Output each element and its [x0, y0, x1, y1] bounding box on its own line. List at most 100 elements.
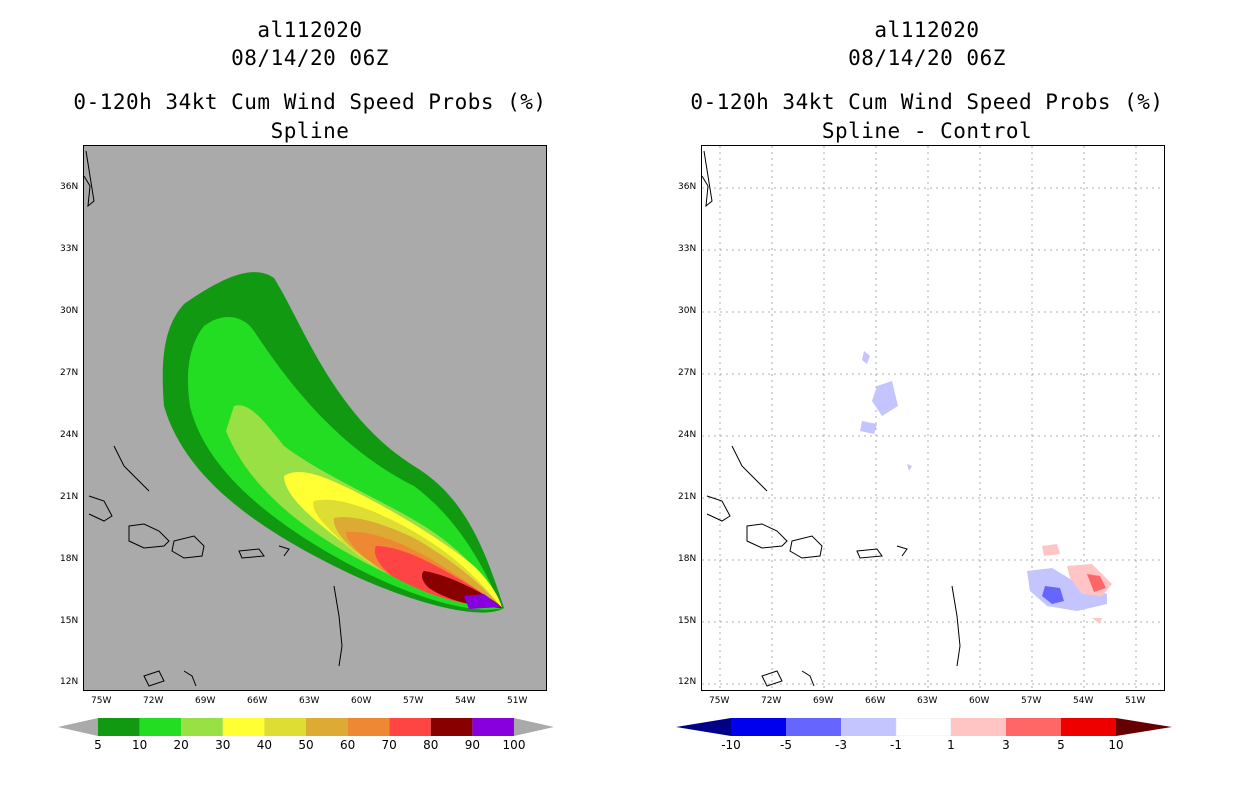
right-cb-label-neg3: -3: [835, 738, 847, 752]
diff-positive-1: [1042, 544, 1060, 556]
left-lon-54: 54W: [455, 696, 476, 706]
left-cbar-seg-8: [430, 718, 473, 736]
diff-positive-4: [1092, 618, 1102, 624]
left-product-title: 0-120h 34kt Cum Wind Speed Probs (%): [73, 90, 547, 114]
diff-negative-6: [1042, 586, 1064, 604]
left-lat-21: 21N: [60, 492, 79, 502]
left-storm-id: al112020: [257, 18, 363, 42]
left-lat-36: 36N: [60, 182, 79, 192]
left-lon-72: 72W: [143, 696, 164, 706]
left-cbar-seg-2: [181, 718, 223, 736]
right-cb-label-neg1: -1: [890, 738, 902, 752]
diff-negative-3: [860, 421, 877, 434]
left-cb-label-70: 70: [381, 738, 397, 752]
diff-negative-4: [907, 464, 912, 471]
right-cbar-seg-1: [786, 718, 841, 736]
left-cb-label-40: 40: [256, 738, 273, 752]
coastlines: [84, 150, 343, 687]
left-map-svg: [84, 150, 504, 687]
left-lon-57: 57W: [403, 696, 424, 706]
right-lon-60: 60W: [969, 696, 990, 706]
left-cb-label-20: 20: [173, 738, 189, 752]
difference-contours: [860, 351, 1112, 624]
right-subtitle: Spline - Control: [821, 119, 1033, 143]
right-map-svg: [702, 146, 1164, 690]
right-lat-30: 30N: [678, 306, 697, 316]
left-cb-label-10: 10: [131, 738, 148, 752]
left-lon-75: 75W: [91, 696, 112, 706]
right-cb-label-neg10: -10: [721, 738, 741, 752]
diff-negative-1: [862, 351, 870, 364]
right-lat-33: 33N: [678, 244, 697, 254]
left-lat-18: 18N: [60, 554, 79, 564]
right-lon-63: 63W: [917, 696, 938, 706]
left-cbar-seg-7: [389, 718, 431, 736]
left-lon-66: 66W: [247, 696, 268, 706]
right-cbar-seg-5: [1006, 718, 1061, 736]
right-lat-24: 24N: [678, 430, 697, 440]
left-lon-60: 60W: [351, 696, 372, 706]
right-colorbar: [676, 718, 1172, 736]
right-cb-label-1: 1: [947, 738, 955, 752]
coastlines: [702, 150, 961, 687]
right-cbar-low-arrow: [676, 718, 731, 736]
left-colorbar: [58, 718, 554, 736]
left-cb-label-100: 100: [502, 738, 526, 752]
right-lat-36: 36N: [678, 182, 697, 192]
left-cbar-high-arrow: [514, 718, 554, 736]
left-cbar-seg-3: [222, 718, 265, 736]
left-lon-51: 51W: [507, 696, 528, 706]
right-cbar-seg-6: [1061, 718, 1116, 736]
left-cbar-seg-4: [264, 718, 306, 736]
left-lat-12: 12N: [60, 677, 79, 687]
diff-negative-5: [1027, 568, 1107, 611]
diff-negative-2: [872, 381, 898, 416]
probability-contours: [162, 272, 504, 613]
right-cbar-seg-3: [895, 718, 952, 736]
right-cb-label-neg5: -5: [780, 738, 792, 752]
left-lat-27: 27N: [60, 368, 79, 378]
right-lat-15: 15N: [678, 616, 697, 626]
left-cbar-seg-5: [306, 718, 348, 736]
left-cb-label-60: 60: [339, 738, 356, 752]
grid-lines: [702, 146, 1164, 690]
right-lon-66: 66W: [865, 696, 886, 706]
left-cbar-seg-9: [472, 718, 514, 736]
left-probability-map: [83, 145, 547, 691]
right-storm-id: al112020: [874, 18, 980, 42]
left-lat-33: 33N: [60, 244, 79, 254]
left-lon-63: 63W: [299, 696, 320, 706]
right-lon-54: 54W: [1073, 696, 1094, 706]
right-lon-69: 69W: [813, 696, 834, 706]
right-lon-51: 51W: [1125, 696, 1146, 706]
left-cbar-seg-0: [98, 718, 140, 736]
left-cb-label-30: 30: [215, 738, 231, 752]
left-datetime: 08/14/20 06Z: [231, 46, 389, 70]
left-cbar-low-arrow: [58, 718, 98, 736]
right-cbar-seg-0: [731, 718, 786, 736]
right-lat-18: 18N: [678, 554, 697, 564]
right-lon-75: 75W: [709, 696, 730, 706]
right-lat-21: 21N: [678, 492, 697, 502]
right-cbar-high-arrow: [1116, 718, 1172, 736]
right-lon-57: 57W: [1021, 696, 1042, 706]
right-cb-label-3: 3: [1002, 738, 1010, 752]
right-lat-27: 27N: [678, 368, 697, 378]
contour-90: [464, 594, 501, 609]
left-cbar-seg-1: [139, 718, 182, 736]
right-difference-map: [701, 145, 1165, 691]
right-cb-label-5: 5: [1057, 738, 1065, 752]
right-cbar-seg-4: [951, 718, 1006, 736]
left-lat-24: 24N: [60, 430, 79, 440]
left-cb-label-80: 80: [423, 738, 439, 752]
diff-positive-3: [1087, 574, 1106, 592]
right-cbar-seg-2: [841, 718, 896, 736]
left-cbar-seg-6: [347, 718, 390, 736]
left-lat-15: 15N: [60, 616, 79, 626]
left-cb-label-90: 90: [464, 738, 481, 752]
right-lat-12: 12N: [678, 677, 697, 687]
left-cb-label-50: 50: [298, 738, 314, 752]
right-cb-label-10: 10: [1108, 738, 1124, 752]
right-product-title: 0-120h 34kt Cum Wind Speed Probs (%): [690, 90, 1164, 114]
left-subtitle: Spline: [270, 119, 350, 143]
